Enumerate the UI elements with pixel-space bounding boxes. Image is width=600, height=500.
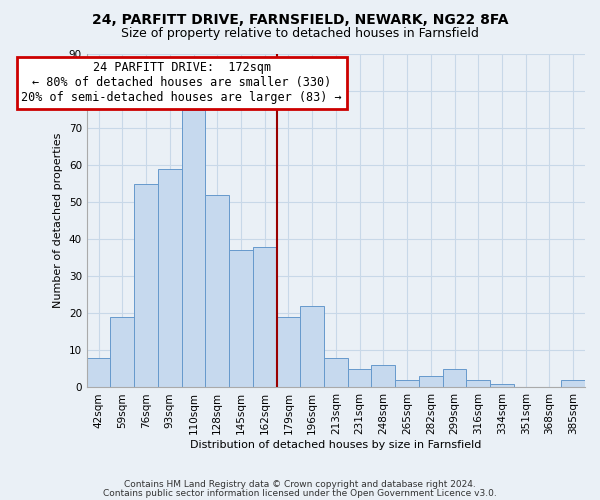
Bar bbox=[490, 384, 514, 388]
Bar bbox=[395, 380, 419, 388]
Bar bbox=[300, 306, 324, 388]
Text: 24, PARFITT DRIVE, FARNSFIELD, NEWARK, NG22 8FA: 24, PARFITT DRIVE, FARNSFIELD, NEWARK, N… bbox=[92, 12, 508, 26]
Bar bbox=[253, 246, 277, 388]
X-axis label: Distribution of detached houses by size in Farnsfield: Distribution of detached houses by size … bbox=[190, 440, 482, 450]
Text: Size of property relative to detached houses in Farnsfield: Size of property relative to detached ho… bbox=[121, 28, 479, 40]
Bar bbox=[561, 380, 585, 388]
Bar bbox=[371, 365, 395, 388]
Bar bbox=[348, 369, 371, 388]
Bar bbox=[277, 317, 300, 388]
Bar bbox=[134, 184, 158, 388]
Bar bbox=[324, 358, 348, 388]
Bar bbox=[182, 110, 205, 388]
Bar bbox=[466, 380, 490, 388]
Bar bbox=[205, 195, 229, 388]
Text: 24 PARFITT DRIVE:  172sqm
← 80% of detached houses are smaller (330)
20% of semi: 24 PARFITT DRIVE: 172sqm ← 80% of detach… bbox=[22, 62, 342, 104]
Bar bbox=[110, 317, 134, 388]
Bar bbox=[419, 376, 443, 388]
Bar bbox=[229, 250, 253, 388]
Text: Contains public sector information licensed under the Open Government Licence v3: Contains public sector information licen… bbox=[103, 489, 497, 498]
Bar bbox=[158, 169, 182, 388]
Bar bbox=[87, 358, 110, 388]
Y-axis label: Number of detached properties: Number of detached properties bbox=[53, 133, 63, 308]
Bar bbox=[443, 369, 466, 388]
Text: Contains HM Land Registry data © Crown copyright and database right 2024.: Contains HM Land Registry data © Crown c… bbox=[124, 480, 476, 489]
